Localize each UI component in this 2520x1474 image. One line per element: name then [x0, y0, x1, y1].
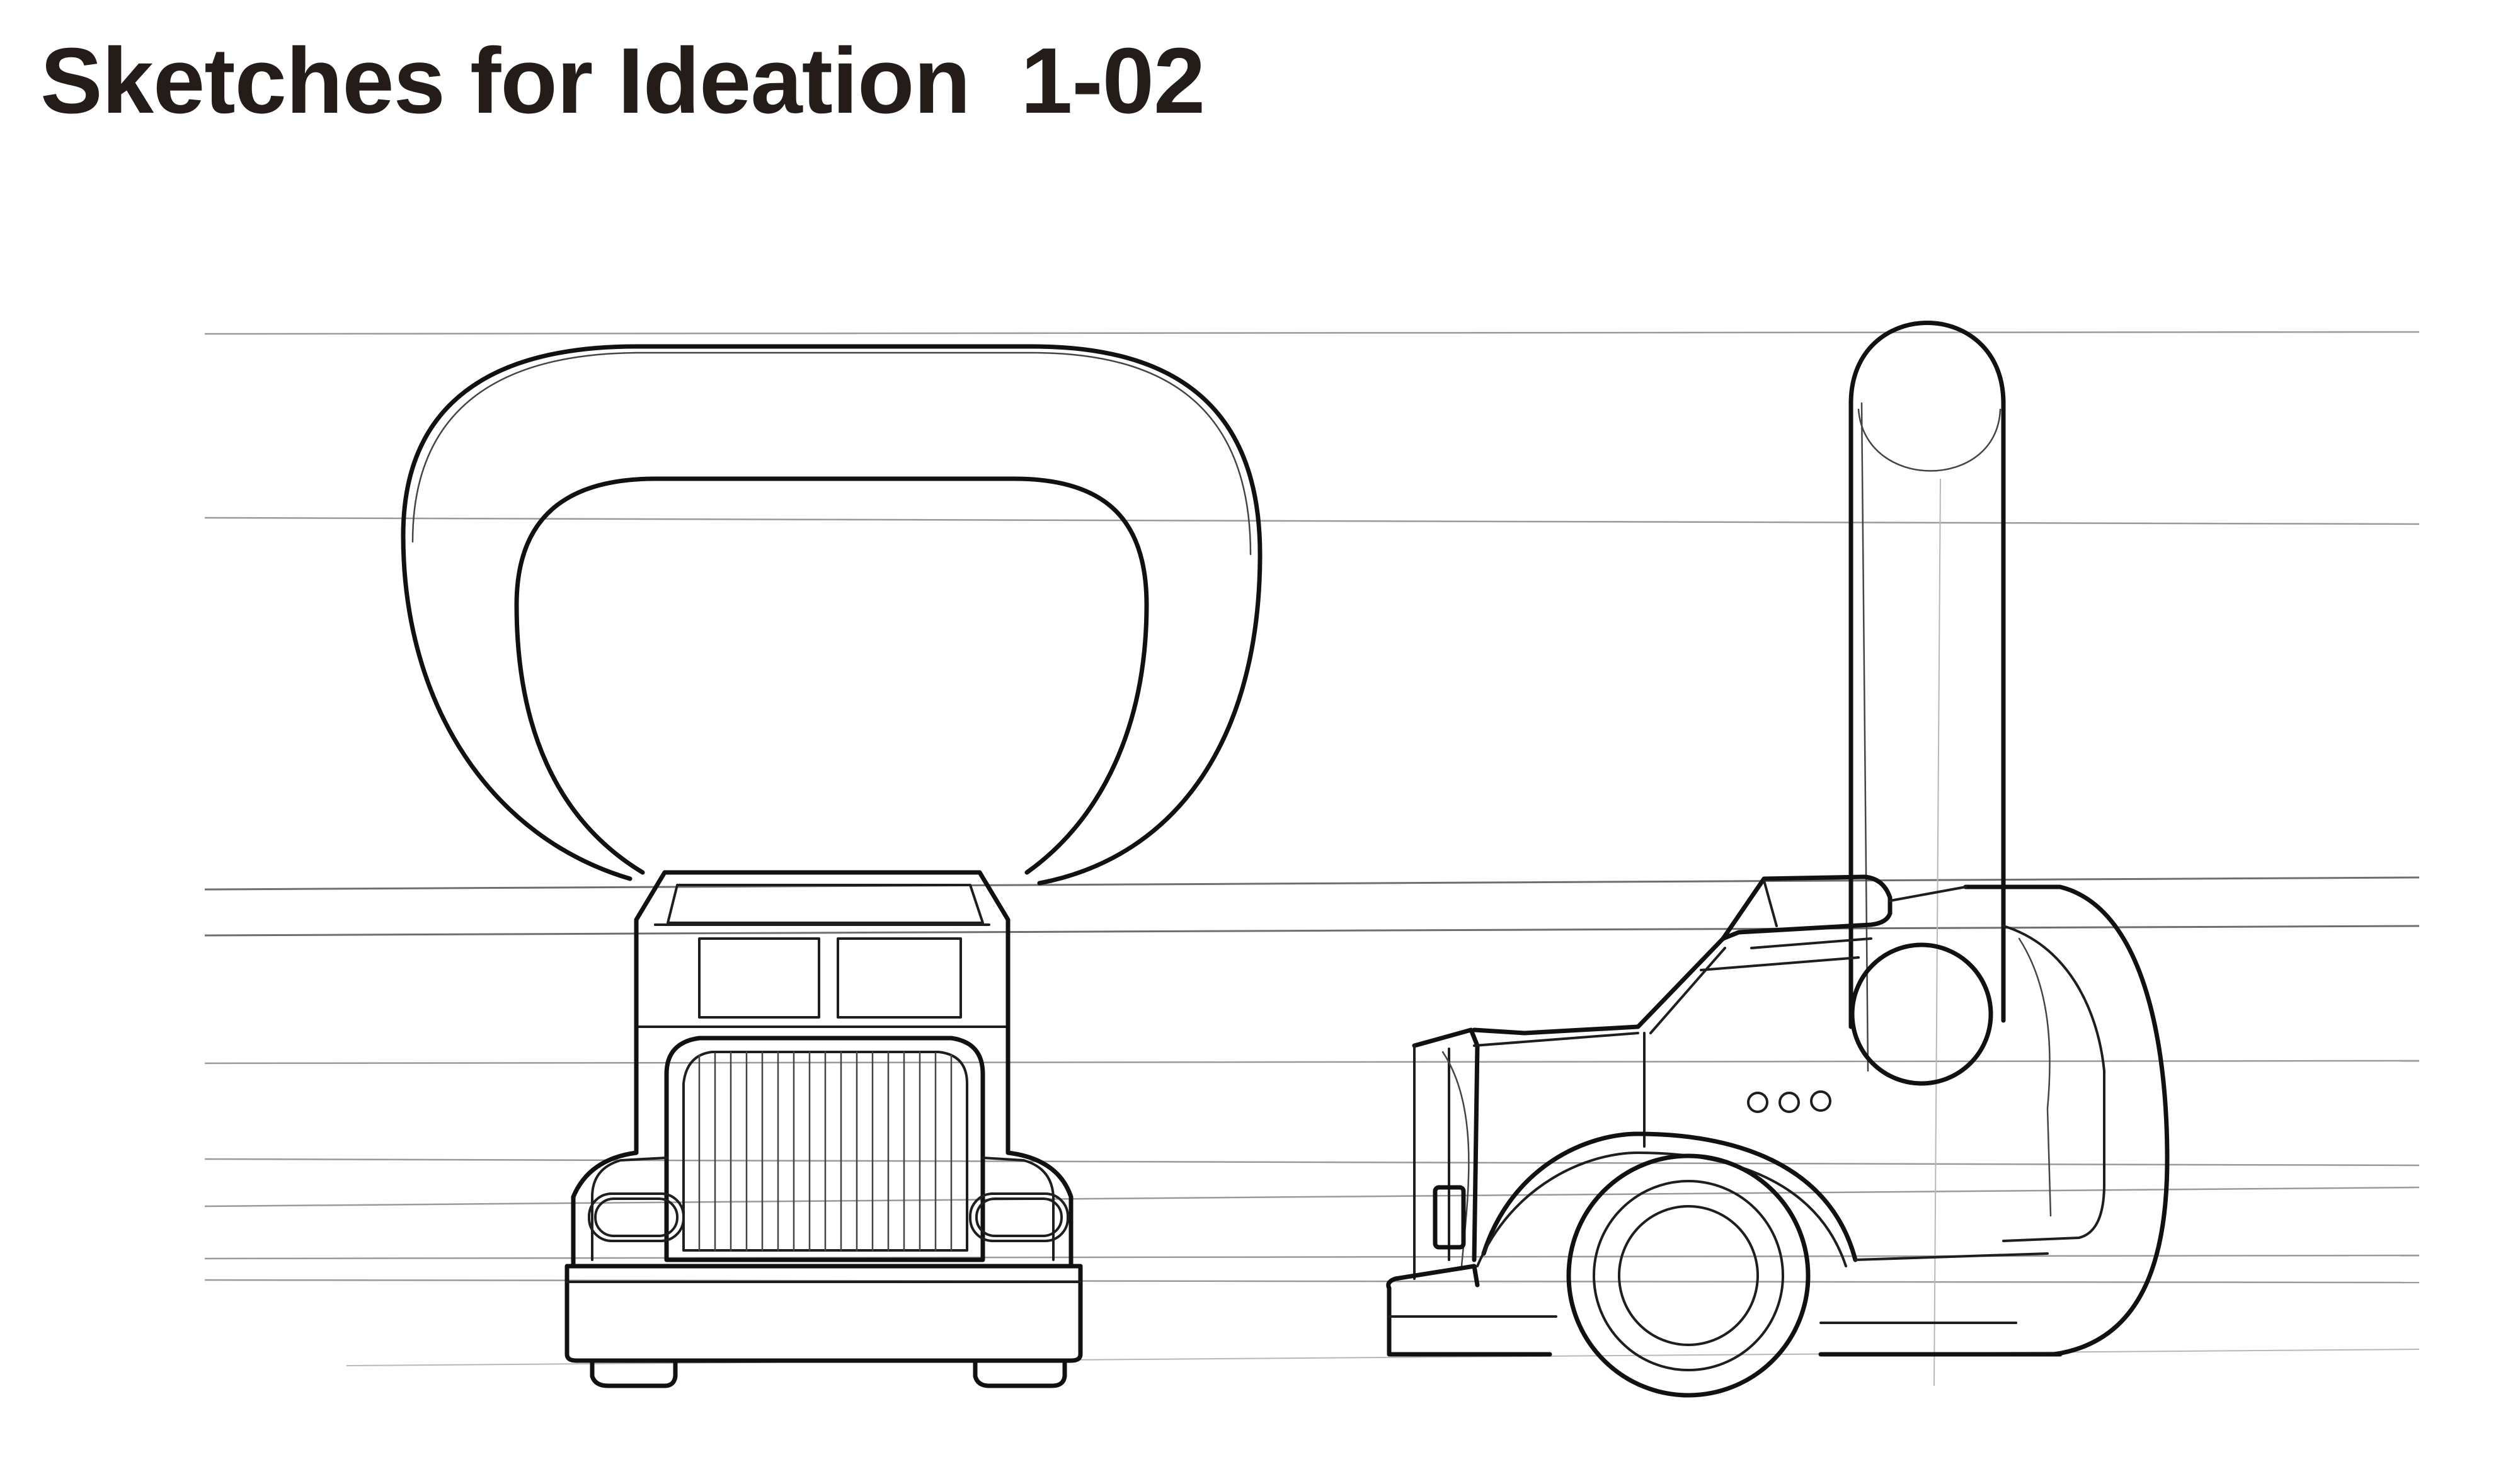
side-wheel [1566, 1153, 1811, 1398]
side-headlight [1433, 1185, 1466, 1250]
rivet-1 [1747, 1092, 1768, 1113]
roof-light [1721, 874, 1893, 941]
side-view-sketch [1386, 321, 2170, 1398]
foot-right [973, 1358, 1067, 1388]
loop-handle-outer [401, 344, 1263, 886]
headlight-left [588, 1192, 685, 1242]
side-mirror-circle [1850, 942, 1993, 1086]
loop-handle-inner [514, 476, 1149, 875]
foot-left [590, 1358, 678, 1388]
exhaust-stack [1848, 321, 2006, 1029]
front-view-sketch [401, 344, 1263, 1388]
grille-bars [698, 1051, 953, 1252]
hood-front [1412, 1027, 1480, 1262]
guide-lines [204, 331, 2420, 1366]
rivet-3 [1810, 1090, 1831, 1112]
front-window-left [698, 937, 820, 1019]
front-window-right [837, 937, 962, 1019]
rivet-2 [1778, 1092, 1800, 1113]
side-base [1386, 1264, 1480, 1291]
headlight-right [969, 1192, 1069, 1242]
rear-body [1963, 884, 2170, 1357]
page-title: Sketches for Ideation 1-02 [40, 29, 1205, 133]
